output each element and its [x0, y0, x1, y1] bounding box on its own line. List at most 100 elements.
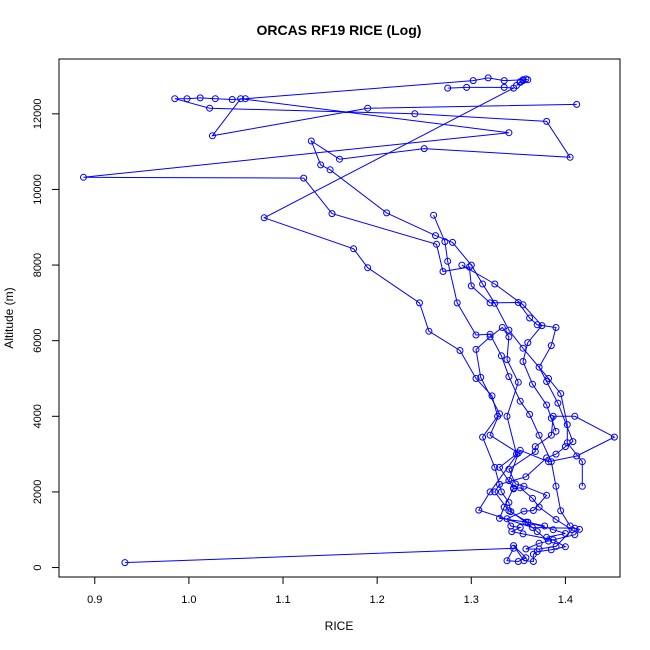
data-point: [519, 358, 527, 365]
x-tick-label: 1.2: [370, 594, 385, 606]
series-group: [458, 261, 560, 435]
data-point: [477, 373, 485, 381]
data-point: [568, 526, 576, 534]
y-tick-label: 2000: [32, 480, 44, 504]
data-point: [520, 557, 528, 565]
data-point: [491, 280, 499, 288]
data-point: [522, 473, 530, 481]
data-point: [425, 327, 433, 335]
data-point: [183, 95, 191, 103]
data-point: [411, 110, 419, 118]
data-point: [472, 331, 480, 339]
data-point: [475, 506, 483, 514]
data-point: [496, 514, 503, 522]
data-point: [533, 321, 541, 329]
chart-title: ORCAS RF19 RICE (Log): [257, 22, 422, 38]
data-point: [496, 463, 503, 471]
data-point: [561, 543, 569, 551]
data-point: [497, 352, 505, 360]
data-point: [121, 559, 129, 567]
data-point: [529, 380, 536, 388]
data-point: [529, 558, 537, 565]
data-point: [520, 507, 528, 515]
data-point: [510, 542, 518, 550]
data-point: [552, 516, 560, 523]
data-point: [486, 299, 494, 307]
data-point: [505, 129, 513, 137]
data-point: [505, 373, 513, 381]
data-point: [505, 465, 513, 473]
data-point: [496, 480, 503, 488]
data-point: [549, 526, 557, 534]
data-point: [449, 238, 456, 246]
data-point: [571, 412, 579, 420]
data-point: [535, 503, 543, 511]
data-point: [467, 261, 475, 269]
data-point: [479, 280, 487, 288]
data-point: [465, 263, 473, 271]
data-point: [552, 450, 560, 458]
data-point: [522, 518, 530, 526]
data-point: [479, 433, 487, 441]
series-line: [433, 215, 571, 527]
data-point: [516, 397, 524, 405]
data-point: [486, 488, 494, 496]
y-axis: 0 2000 4000 6000 8000 10000 12000: [32, 99, 60, 571]
data-point: [497, 488, 505, 496]
data-point: [472, 375, 480, 382]
series-line: [262, 86, 549, 542]
data-point: [444, 257, 452, 265]
data-point: [531, 448, 539, 455]
data-point: [364, 104, 372, 112]
series-group: [80, 95, 581, 530]
data-point: [566, 522, 574, 530]
data-point: [529, 507, 537, 514]
data-point: [522, 545, 530, 553]
data-point: [444, 84, 452, 92]
data-point: [533, 528, 541, 536]
data-point: [547, 431, 555, 439]
data-point: [535, 545, 543, 553]
x-tick-label: 1.0: [181, 594, 196, 606]
data-point: [516, 484, 524, 492]
x-axis-label: RICE: [325, 619, 354, 633]
series-group: [171, 74, 586, 490]
data-point: [430, 211, 438, 219]
data-point: [416, 299, 423, 307]
data-point: [472, 345, 480, 353]
data-point: [441, 238, 449, 246]
data-point: [531, 443, 539, 451]
data-point: [326, 166, 334, 174]
series-line: [124, 326, 616, 564]
data-point: [364, 264, 372, 272]
data-point: [519, 301, 527, 309]
data-point: [520, 482, 528, 490]
data-point: [507, 522, 515, 530]
data-point: [566, 153, 574, 161]
data-point: [516, 524, 524, 531]
data-point: [514, 449, 522, 457]
data-point: [208, 132, 216, 140]
data-point: [543, 378, 551, 385]
data-point: [456, 347, 464, 354]
series-line: [174, 77, 583, 487]
series-group: [260, 83, 552, 545]
data-point: [547, 342, 555, 350]
data-point: [510, 544, 518, 552]
y-tick-label: 10000: [32, 174, 44, 205]
data-point: [206, 104, 214, 112]
data-point: [488, 392, 496, 400]
data-point: [500, 77, 508, 85]
data-point: [469, 77, 477, 85]
data-point: [458, 261, 466, 269]
data-point: [317, 161, 325, 169]
data-point: [552, 324, 560, 331]
data-point: [547, 458, 555, 466]
data-point: [526, 314, 534, 322]
data-point: [300, 174, 308, 182]
data-point: [573, 100, 581, 108]
data-point: [529, 524, 536, 531]
data-point: [505, 326, 513, 334]
data-point: [510, 484, 518, 492]
data-point: [171, 95, 179, 103]
